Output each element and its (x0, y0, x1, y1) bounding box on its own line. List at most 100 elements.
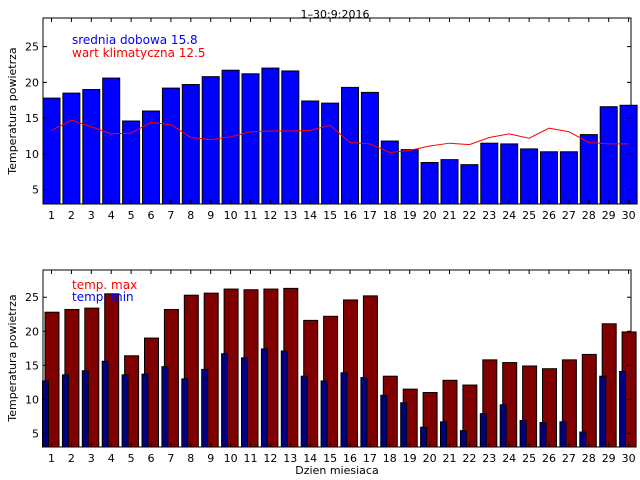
bar-srednia-dobowa (440, 159, 459, 205)
bottom-xtick-label: 21 (443, 452, 457, 465)
bar-temp-min (459, 430, 467, 448)
chart-title: 1–30:9:2016 (301, 8, 370, 21)
bar-srednia-dobowa (281, 70, 300, 205)
bottom-xtick-label: 23 (482, 452, 496, 465)
bottom-xtick-label: 13 (283, 452, 297, 465)
bottom-xtick-label: 6 (148, 452, 155, 465)
top-xtick-label: 14 (303, 209, 317, 222)
bar-srednia-dobowa (420, 162, 439, 205)
bottom-ytick-label: 10 (25, 393, 39, 406)
bottom-xtick-label: 4 (108, 452, 115, 465)
top-x-ticks: 1 2 3 4 5 6 7 8 9 10 11 12 13 14 15 16 17 18 19 20 21 22 23 24 2… (48, 18, 636, 222)
top-xtick-label: 9 (207, 209, 214, 222)
top-ytick-label: 5 (32, 184, 39, 197)
top-xtick-label: 13 (283, 209, 297, 222)
bar-srednia-dobowa (360, 91, 379, 205)
bar-srednia-dobowa (62, 92, 81, 205)
bar-temp-min (619, 370, 627, 448)
top-xtick-label: 3 (88, 209, 95, 222)
bar-temp-min (599, 375, 607, 448)
top-xtick-label: 8 (187, 209, 194, 222)
top-xtick-label: 15 (323, 209, 337, 222)
bottom-xtick-label: 9 (207, 452, 214, 465)
bar-srednia-dobowa (161, 87, 180, 205)
bar-temp-min (579, 431, 587, 448)
top-xtick-label: 22 (462, 209, 476, 222)
top-xtick-label: 30 (622, 209, 636, 222)
bar-srednia-dobowa (520, 148, 539, 205)
line-wart-klimatyczna (51, 119, 629, 154)
bar-srednia-dobowa (599, 106, 618, 205)
top-xtick-label: 24 (502, 209, 516, 222)
top-ytick-label: 10 (25, 148, 39, 161)
top-xtick-label: 7 (167, 209, 174, 222)
bottom-xtick-label: 24 (502, 452, 516, 465)
bottom-xtick-label: 18 (383, 452, 397, 465)
bottom-xtick-label: 3 (88, 452, 95, 465)
bar-temp-min (181, 378, 189, 448)
bottom-x-axis-label: Dzien miesiaca (295, 464, 378, 477)
top-xtick-label: 18 (383, 209, 397, 222)
bottom-xtick-label: 16 (343, 452, 357, 465)
bar-temp-min (440, 421, 447, 448)
bar-srednia-dobowa (380, 140, 399, 205)
bar-temp-min (320, 380, 328, 448)
top-xtick-label: 12 (263, 209, 277, 222)
bar-srednia-dobowa (400, 149, 419, 205)
bar-temp-min (81, 370, 89, 448)
bar-temp-min (360, 377, 368, 448)
bar-srednia-dobowa (341, 86, 359, 205)
bottom-xtick-label: 14 (303, 452, 317, 465)
bar-srednia-dobowa (321, 102, 340, 205)
top-xtick-label: 20 (423, 209, 437, 222)
top-xtick-label: 6 (148, 209, 155, 222)
top-xtick-label: 11 (244, 209, 258, 222)
bottom-xtick-label: 22 (462, 452, 476, 465)
bar-temp-min (300, 375, 308, 448)
bottom-xtick-label: 15 (323, 452, 337, 465)
legend-srednia-dobowa: srednia dobowa 15.8 (72, 33, 198, 47)
top-xtick-label: 2 (68, 209, 75, 222)
bar-temp-min (61, 374, 69, 448)
top-line (51, 119, 629, 154)
bar-srednia-dobowa (301, 100, 320, 205)
bottom-xtick-label: 28 (582, 452, 596, 465)
bar-temp-min (400, 402, 408, 448)
bar-srednia-dobowa (480, 142, 499, 205)
bar-srednia-dobowa (579, 134, 598, 205)
bottom-xtick-label: 19 (403, 452, 417, 465)
top-xtick-label: 17 (363, 209, 377, 222)
bar-temp-min (280, 350, 288, 448)
bottom-xtick-label: 1 (48, 452, 55, 465)
top-y-axis-label: Temperatura powietrza (6, 47, 19, 175)
bar-temp-min (121, 374, 129, 448)
bar-temp-min (260, 348, 268, 448)
top-xtick-label: 26 (542, 209, 556, 222)
bottom-xtick-label: 12 (263, 452, 277, 465)
top-xtick-label: 19 (403, 209, 417, 222)
bar-srednia-dobowa (102, 77, 121, 205)
bar-srednia-dobowa (201, 76, 220, 205)
top-xtick-label: 27 (562, 209, 576, 222)
bottom-xtick-label: 7 (167, 452, 174, 465)
bottom-ytick-label: 25 (25, 291, 39, 304)
bar-srednia-dobowa (241, 73, 260, 205)
top-ytick-label: 20 (25, 76, 39, 89)
bar-temp-min (201, 368, 209, 448)
bar-temp-min (101, 360, 109, 448)
top-xtick-label: 23 (482, 209, 496, 222)
top-xtick-label: 5 (128, 209, 135, 222)
bar-temp-min (241, 357, 248, 448)
top-ytick-label: 25 (25, 41, 39, 54)
top-bars (42, 67, 638, 205)
top-xtick-label: 25 (522, 209, 536, 222)
bottom-xtick-label: 26 (542, 452, 556, 465)
legend-wart-klimatyczna: wart klimatyczna 12.5 (72, 46, 205, 60)
bar-temp-min (420, 426, 428, 448)
bar-srednia-dobowa (460, 164, 479, 205)
bar-srednia-dobowa (42, 97, 61, 205)
bottom-ytick-label: 5 (32, 427, 39, 440)
